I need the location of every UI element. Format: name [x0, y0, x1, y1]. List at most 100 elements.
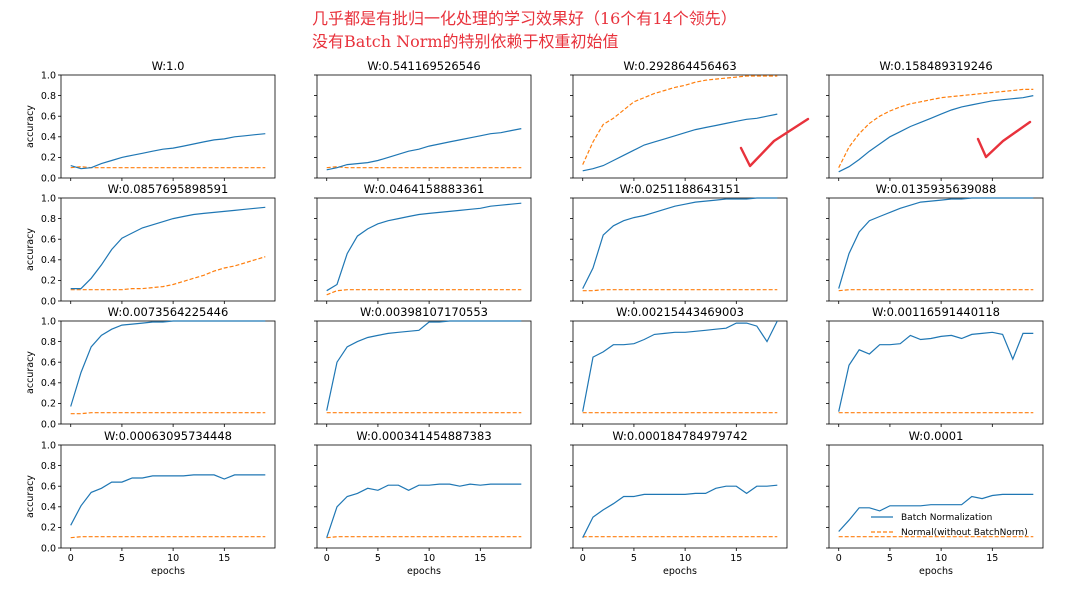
checkmark-annotation-2 [976, 120, 1032, 159]
panel-3: W:0.292864456463 [570, 59, 788, 181]
panel-11: W:0.00215443469003 [570, 305, 788, 427]
x-tick-label: 10 [679, 553, 691, 564]
panel-10: W:0.00398107170553 [314, 305, 532, 427]
panel-15: W:0.000184784979742 0 5 10 15 epochs [570, 429, 788, 577]
checkmark-annotation-1 [739, 117, 810, 168]
panel-frame [572, 444, 788, 549]
series-batch-norm-line [326, 320, 522, 411]
panel-title: W:0.00215443469003 [616, 305, 744, 319]
series-batch-norm-line [838, 95, 1034, 173]
panel-title: W:0.0135935639088 [876, 182, 997, 196]
y-tick-label: 0.2 [41, 399, 56, 410]
y-tick-label: 0.4 [41, 378, 56, 389]
x-tick-label: 10 [423, 553, 435, 564]
panel-title: W:0.000341454887383 [356, 429, 491, 443]
x-tick-label: 15 [986, 553, 998, 564]
x-axis-label: epochs [151, 566, 185, 577]
panel-title: W:0.0251188643151 [620, 182, 741, 196]
panel-title: W:0.0073564225446 [108, 305, 229, 319]
legend-batch-norm-label: Batch Normalization [901, 513, 992, 523]
panel-title: W:0.000184784979742 [612, 429, 747, 443]
series-batch-norm-line [326, 483, 522, 538]
series-batch-norm-line [70, 320, 266, 407]
y-tick-label: 0.8 [41, 214, 56, 225]
legend-normal-label: Normal(without BatchNorm) [901, 528, 1028, 538]
panel-16: W:0.0001 0 5 10 15 epochs Batch Normalization N… [826, 429, 1044, 577]
series-normal-line [70, 166, 266, 169]
y-axis-label: accuracy [25, 351, 36, 394]
y-tick-label: 1.0 [41, 70, 56, 81]
y-tick-label: 0.6 [41, 112, 56, 123]
panel-1: W:1.0 0.0 0.2 0.4 0.6 0.8 1.0 accuracy [25, 59, 276, 184]
panel-title: W:0.00063095734448 [104, 429, 232, 443]
x-tick-label: 5 [375, 553, 381, 564]
panel-title: W:0.292864456463 [623, 59, 736, 73]
panel-frame [316, 444, 532, 549]
series-normal-line [838, 88, 1034, 168]
y-tick-label: 0.4 [41, 255, 56, 266]
panel-6: W:0.0464158883361 [314, 182, 532, 304]
panel-2: W:0.541169526546 [314, 59, 532, 181]
y-tick-label: 0.6 [41, 482, 56, 493]
series-batch-norm-line [582, 484, 778, 538]
y-axis-label: accuracy [25, 228, 36, 271]
y-tick-label: 1.0 [41, 440, 56, 451]
y-tick-label: 0.6 [41, 235, 56, 246]
panel-frame [828, 197, 1044, 302]
y-tick-label: 0.4 [41, 502, 56, 513]
series-normal-line [70, 412, 266, 415]
series-normal-line [326, 536, 522, 539]
panel-frame [828, 74, 1044, 179]
x-tick-label: 10 [935, 553, 947, 564]
series-normal-line [582, 75, 778, 165]
series-batch-norm-line [838, 493, 1034, 532]
series-batch-norm-line [838, 331, 1034, 412]
panel-title: W:0.00398107170553 [360, 305, 488, 319]
panel-frame [60, 444, 276, 549]
y-tick-label: 0.4 [41, 132, 56, 143]
y-tick-label: 0.0 [41, 296, 56, 307]
series-batch-norm-line [70, 133, 266, 170]
panel-frame [572, 74, 788, 179]
y-tick-label: 0.0 [41, 173, 56, 184]
y-axis-label: accuracy [25, 475, 36, 518]
panel-frame [316, 320, 532, 425]
x-axis-label: epochs [663, 566, 697, 577]
panel-8: W:0.0135935639088 [826, 182, 1044, 304]
x-tick-label: 10 [167, 553, 179, 564]
y-tick-label: 0.0 [41, 419, 56, 430]
panel-frame [316, 74, 532, 179]
series-batch-norm-line [838, 197, 1034, 289]
series-normal-line [326, 289, 522, 296]
panel-frame [60, 74, 276, 179]
panel-frame [60, 197, 276, 302]
panel-frame [60, 320, 276, 425]
panel-9: W:0.0073564225446 0.0 0.2 0.4 0.6 0.8 1.0 accur… [25, 305, 276, 430]
series-batch-norm-line [582, 197, 778, 289]
x-tick-label: 15 [730, 553, 742, 564]
panel-frame [572, 197, 788, 302]
series-batch-norm-line [582, 320, 778, 412]
x-tick-label: 0 [68, 553, 74, 564]
y-tick-label: 1.0 [41, 316, 56, 327]
panel-14: W:0.000341454887383 0 5 10 15 epochs [314, 429, 532, 577]
panel-5: W:0.0857695898591 0.0 0.2 0.4 0.6 0.8 1.0 accur… [25, 182, 276, 307]
panel-13: W:0.00063095734448 0.0 0.2 0.4 0.6 0.8 1.0 0 5 10… [25, 429, 276, 577]
panel-frame [572, 320, 788, 425]
series-batch-norm-line [326, 202, 522, 292]
panel-4: W:0.158489319246 [826, 59, 1044, 181]
x-tick-label: 5 [887, 553, 893, 564]
y-tick-label: 0.0 [41, 543, 56, 554]
series-batch-norm-line [70, 206, 266, 290]
legend: Batch Normalization Normal(without BatchN… [871, 513, 1028, 538]
x-tick-label: 5 [119, 553, 125, 564]
x-tick-label: 15 [218, 553, 230, 564]
panel-title: W:0.541169526546 [367, 59, 480, 73]
series-normal-line [582, 289, 778, 292]
panel-title: W:0.0464158883361 [364, 182, 485, 196]
series-normal-line [326, 166, 522, 169]
y-tick-label: 0.8 [41, 91, 56, 102]
series-normal-line [70, 256, 266, 291]
panel-12: W:0.00116591440118 [826, 305, 1044, 427]
